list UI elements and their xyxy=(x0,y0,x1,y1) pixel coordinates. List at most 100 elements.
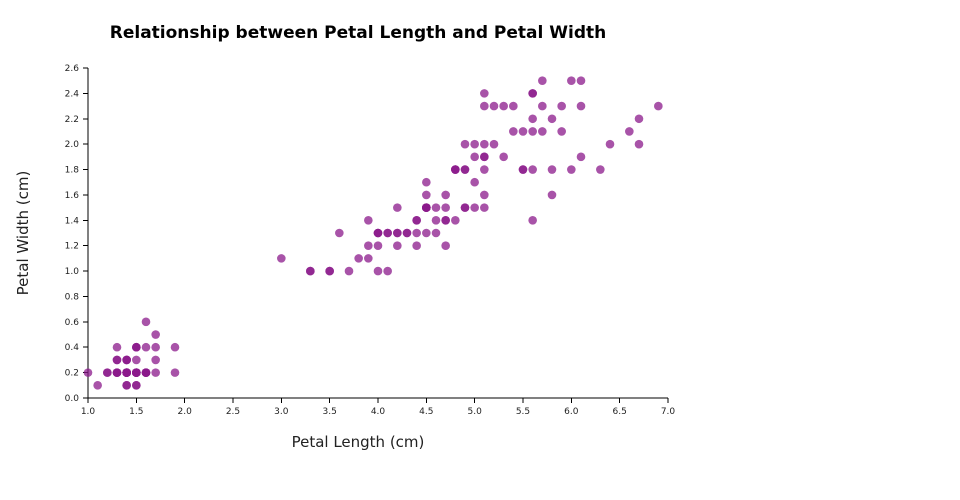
data-point xyxy=(489,139,499,149)
data-point xyxy=(335,228,344,238)
data-point xyxy=(431,203,441,212)
data-point xyxy=(470,139,479,149)
data-point xyxy=(460,139,470,149)
data-point xyxy=(151,330,160,339)
data-point xyxy=(460,165,470,174)
data-point xyxy=(422,190,431,200)
data-point xyxy=(441,216,450,225)
data-point xyxy=(654,101,663,111)
data-point xyxy=(402,228,412,238)
data-point xyxy=(596,165,605,174)
data-point xyxy=(528,89,537,98)
data-point xyxy=(412,241,421,250)
data-point xyxy=(489,101,499,111)
y-axis: 0.0 0.2 0.4 0.6 0.8 1.0 1.2 1.4 1.6 1.8 2.0 2.2 2.4 2… xyxy=(65,64,89,404)
data-point xyxy=(528,127,537,136)
data-point xyxy=(151,355,160,365)
data-point xyxy=(499,101,508,111)
x-tick-label: 4.5 xyxy=(419,407,433,417)
y-tick-label: 1.0 xyxy=(65,267,80,277)
chart-title: Relationship between Petal Length and Pe… xyxy=(110,23,607,43)
data-point xyxy=(112,355,122,365)
y-tick-label: 0.0 xyxy=(65,394,80,404)
data-point xyxy=(83,368,93,377)
data-point xyxy=(422,228,431,238)
x-tick-label: 6.0 xyxy=(564,407,579,417)
data-point xyxy=(557,101,566,111)
data-point xyxy=(393,241,402,250)
x-tick-label: 5.0 xyxy=(468,407,483,417)
data-point xyxy=(373,266,383,276)
data-point xyxy=(528,165,537,174)
x-tick-label: 7.0 xyxy=(661,407,676,417)
data-point xyxy=(605,139,615,149)
data-point xyxy=(634,139,644,149)
data-point xyxy=(112,342,122,352)
data-point xyxy=(547,165,557,174)
data-point xyxy=(364,254,373,263)
data-point xyxy=(480,139,489,149)
data-point xyxy=(431,216,441,225)
data-point xyxy=(393,203,402,212)
data-point xyxy=(277,254,286,263)
data-point xyxy=(480,190,489,200)
data-point xyxy=(557,127,566,136)
data-point xyxy=(547,190,557,200)
y-tick-label: 2.6 xyxy=(65,64,80,74)
data-point xyxy=(441,241,450,250)
data-point xyxy=(393,228,402,238)
y-tick-label: 1.4 xyxy=(65,216,80,226)
data-point xyxy=(373,228,383,238)
x-axis: 1.0 1.5 2.0 2.5 3.0 3.5 4.0 4.5 5.0 5.5 6.0 6.5 7.0 xyxy=(81,397,676,417)
data-point xyxy=(132,342,141,352)
y-tick-label: 0.6 xyxy=(65,318,80,328)
y-tick-label: 0.4 xyxy=(65,343,80,353)
data-point xyxy=(151,368,160,377)
data-point xyxy=(422,203,431,212)
data-point xyxy=(132,355,141,365)
data-point xyxy=(344,266,354,276)
data-point xyxy=(538,127,547,136)
x-tick-label: 1.0 xyxy=(81,407,96,417)
y-tick-label: 2.0 xyxy=(65,140,80,150)
data-point xyxy=(422,177,431,187)
data-point xyxy=(576,152,586,162)
data-point xyxy=(151,342,160,352)
data-point xyxy=(441,190,450,200)
data-point xyxy=(364,216,373,225)
data-point xyxy=(480,89,489,98)
x-tick-label: 2.0 xyxy=(178,407,193,417)
data-point xyxy=(625,127,634,136)
data-point xyxy=(93,381,102,390)
data-point xyxy=(460,203,470,212)
y-tick-label: 2.2 xyxy=(65,115,79,125)
data-point xyxy=(480,101,489,111)
data-point xyxy=(306,266,315,276)
data-point xyxy=(547,114,557,124)
data-point xyxy=(112,368,122,377)
data-point xyxy=(528,216,537,225)
y-tick-label: 0.2 xyxy=(65,369,79,379)
data-point xyxy=(354,254,363,263)
data-point xyxy=(132,381,141,390)
data-point xyxy=(480,203,489,212)
data-point xyxy=(576,76,586,85)
data-point xyxy=(122,368,131,377)
data-point xyxy=(509,127,518,136)
data-point xyxy=(431,228,441,238)
data-point xyxy=(634,114,644,124)
y-tick-label: 1.8 xyxy=(65,166,80,176)
data-point xyxy=(470,152,479,162)
x-axis-label: Petal Length (cm) xyxy=(292,433,425,451)
data-point xyxy=(518,127,528,136)
x-tick-label: 3.0 xyxy=(274,407,289,417)
data-point xyxy=(325,266,334,276)
data-point xyxy=(567,165,576,174)
data-point xyxy=(470,203,479,212)
data-point xyxy=(132,368,141,377)
data-points xyxy=(83,76,663,390)
data-point xyxy=(538,76,547,85)
y-tick-label: 1.6 xyxy=(65,191,80,201)
data-point xyxy=(509,101,518,111)
